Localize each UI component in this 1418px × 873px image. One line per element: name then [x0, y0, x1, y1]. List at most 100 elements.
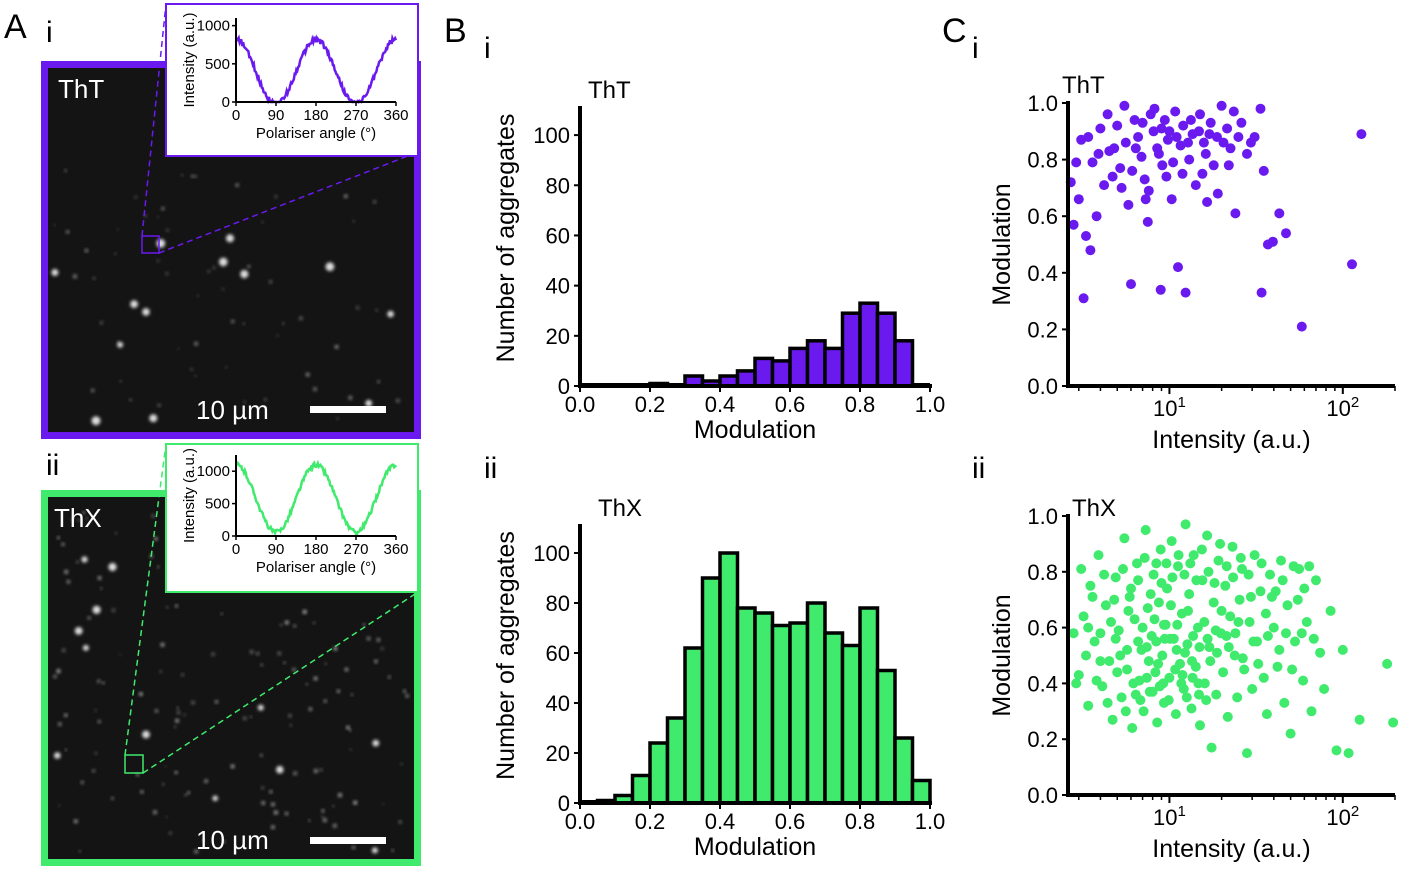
micrograph-spot — [177, 347, 180, 350]
histogram-y-tick-label: 20 — [546, 324, 570, 349]
micrograph-spot — [279, 623, 283, 627]
scatter-point — [1126, 279, 1136, 290]
micrograph-spot — [221, 287, 225, 291]
scatter-point — [1203, 566, 1214, 577]
histogram-bar — [788, 621, 810, 805]
histogram-y-tick-label: 60 — [546, 641, 570, 666]
histogram-bar — [630, 773, 652, 805]
inset-y-tick-label: 500 — [205, 56, 230, 73]
micrograph-spot — [268, 280, 273, 284]
micrograph-spot — [274, 195, 278, 199]
scatter-point — [1191, 575, 1202, 586]
scatter-point — [1268, 622, 1279, 633]
scatter-point — [1156, 123, 1167, 134]
scatter-point — [1153, 597, 1164, 608]
micrograph-spot — [96, 679, 101, 684]
scatter-point — [1245, 137, 1256, 148]
scatter-point — [1133, 636, 1144, 647]
scatter-point — [1152, 717, 1163, 728]
histogram-y-axis-label: Number of aggregates — [492, 531, 520, 780]
scatter-point — [1120, 137, 1131, 148]
scatter-point — [1205, 117, 1216, 128]
scatter-point — [1198, 137, 1209, 148]
scatter-point — [1183, 137, 1193, 148]
scatter-point — [1133, 575, 1144, 586]
scatter-point — [1085, 245, 1096, 256]
histogram-bar — [858, 301, 880, 388]
micrograph-spot — [181, 174, 184, 177]
micrograph-spot — [261, 221, 264, 224]
scatter-point — [1211, 689, 1222, 700]
micrograph-spot — [271, 825, 275, 830]
micrograph-spot — [332, 823, 337, 828]
scatter-point — [1242, 148, 1252, 159]
micrograph-spot — [97, 576, 102, 580]
micrograph-spot — [257, 704, 264, 711]
micrograph-spot — [256, 652, 260, 656]
scatter-point — [1165, 600, 1176, 611]
histogram-bar — [840, 311, 862, 388]
inset-y-tick-label: 0 — [222, 94, 230, 111]
micrograph-spot — [111, 608, 116, 613]
scatter-point — [1256, 287, 1267, 298]
scatter-point — [1204, 129, 1215, 140]
scatter-point — [1180, 519, 1191, 530]
micrograph-spot — [362, 623, 366, 626]
scatter-point — [1176, 678, 1187, 689]
inset-x-tick-label: 90 — [268, 107, 285, 124]
micrograph-spot — [94, 709, 97, 712]
scatter-point — [1073, 670, 1084, 680]
scatter-point — [1277, 575, 1288, 586]
scatter-point — [1204, 642, 1215, 653]
scatter-point — [1229, 650, 1240, 661]
micrograph-thx-zoom-line-bottom — [142, 591, 419, 774]
scatter-point — [1218, 137, 1229, 148]
scatter-title: ThT — [1062, 72, 1105, 99]
micrograph-spot — [56, 669, 61, 674]
inset-y-tick-label: 500 — [205, 496, 230, 513]
histogram-bar — [735, 369, 757, 388]
scatter-y-tick-label: 0.6 — [1027, 204, 1058, 229]
micrograph-spot — [159, 670, 162, 673]
histogram-x-tick-label: 0.2 — [635, 809, 666, 834]
micrograph-spot — [249, 715, 252, 718]
scatter-point — [1110, 572, 1121, 583]
scatter-point — [1153, 658, 1164, 669]
scatter-point — [1093, 550, 1104, 561]
scatter-point — [1216, 100, 1227, 111]
scatter-point — [1099, 180, 1110, 191]
scatter-point — [1194, 642, 1205, 653]
scatter-point — [1261, 709, 1272, 720]
scatter-point — [1132, 558, 1142, 569]
scatter-point — [1073, 194, 1084, 205]
scatter-point — [1299, 583, 1310, 594]
micrograph-spot — [263, 398, 267, 401]
histogram-thx: 0 20 40 60 80 100 0.0 0.2 0.4 0.6 0.8 1.0 Modulation… — [492, 495, 945, 861]
scatter-point — [1127, 723, 1138, 733]
histogram-tht: 0 20 40 60 80 100 0.0 0.2 0.4 0.6 0.8 1.0 Modulation… — [492, 77, 945, 444]
histogram-bar — [753, 611, 775, 805]
micrograph-spot — [77, 519, 80, 522]
micrograph-spot — [115, 532, 118, 535]
scatter-point — [1107, 171, 1118, 182]
scatter-point — [1095, 123, 1106, 134]
micrograph-spot — [400, 762, 403, 766]
scatter-point — [1129, 614, 1140, 625]
micrograph-spot — [212, 795, 218, 802]
scatter-point — [1141, 642, 1152, 653]
micrograph-spot — [97, 720, 101, 724]
scatter-point — [1227, 541, 1238, 552]
scatter-y-tick-label: 0.2 — [1027, 727, 1058, 752]
micrograph-spot — [151, 514, 156, 518]
scatter-thx: 0.0 0.2 0.4 0.6 0.8 1.0 101 102 Intensity (a.u.)… — [988, 495, 1399, 863]
micrograph-spot — [219, 257, 228, 267]
histogram-y-tick-label: 40 — [546, 691, 570, 716]
histogram-y-tick-label: 60 — [546, 223, 570, 248]
micrograph-spot — [308, 707, 313, 711]
scatter-point — [1155, 544, 1166, 555]
micrograph-spot — [66, 579, 71, 584]
scatter-point — [1140, 525, 1151, 535]
histogram-y-tick-label: 100 — [533, 123, 570, 148]
micrograph-spot — [323, 699, 327, 703]
scatter-point — [1301, 617, 1312, 627]
